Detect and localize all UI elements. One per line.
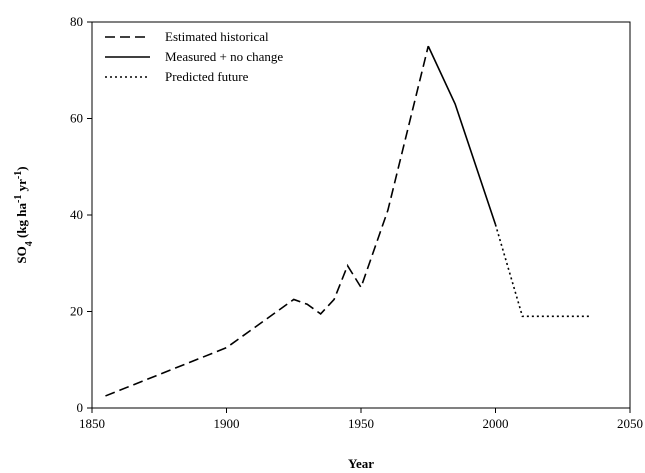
y-tick-label: 80 <box>70 14 83 29</box>
y-label-part: yr <box>14 179 29 195</box>
legend-label: Estimated historical <box>165 29 269 44</box>
y-label-part: (kg ha <box>14 202 29 241</box>
y-tick-label: 0 <box>77 400 84 415</box>
series-line <box>105 45 430 397</box>
x-tick-label: 1900 <box>214 416 240 431</box>
y-label-part: -1 <box>13 195 24 203</box>
x-tick-label: 2050 <box>617 416 643 431</box>
x-tick-label: 2000 <box>483 416 509 431</box>
x-tick-label: 1950 <box>348 416 374 431</box>
x-axis-label: Year <box>348 456 374 471</box>
y-label-part: 4 <box>24 241 35 246</box>
y-label-part: ) <box>14 166 29 170</box>
legend-label: Measured + no change <box>165 49 283 64</box>
x-tick-label: 1850 <box>79 416 105 431</box>
series-line <box>494 224 590 318</box>
y-tick-label: 20 <box>70 304 83 319</box>
y-tick-label: 60 <box>70 111 83 126</box>
series-line <box>427 45 497 225</box>
y-tick-label: 40 <box>70 207 83 222</box>
y-label-part: SO <box>14 246 29 263</box>
y-label-part: -1 <box>13 171 24 179</box>
legend-label: Predicted future <box>165 69 249 84</box>
y-axis-label: SO4 (kg ha-1 yr-1) <box>13 166 35 263</box>
